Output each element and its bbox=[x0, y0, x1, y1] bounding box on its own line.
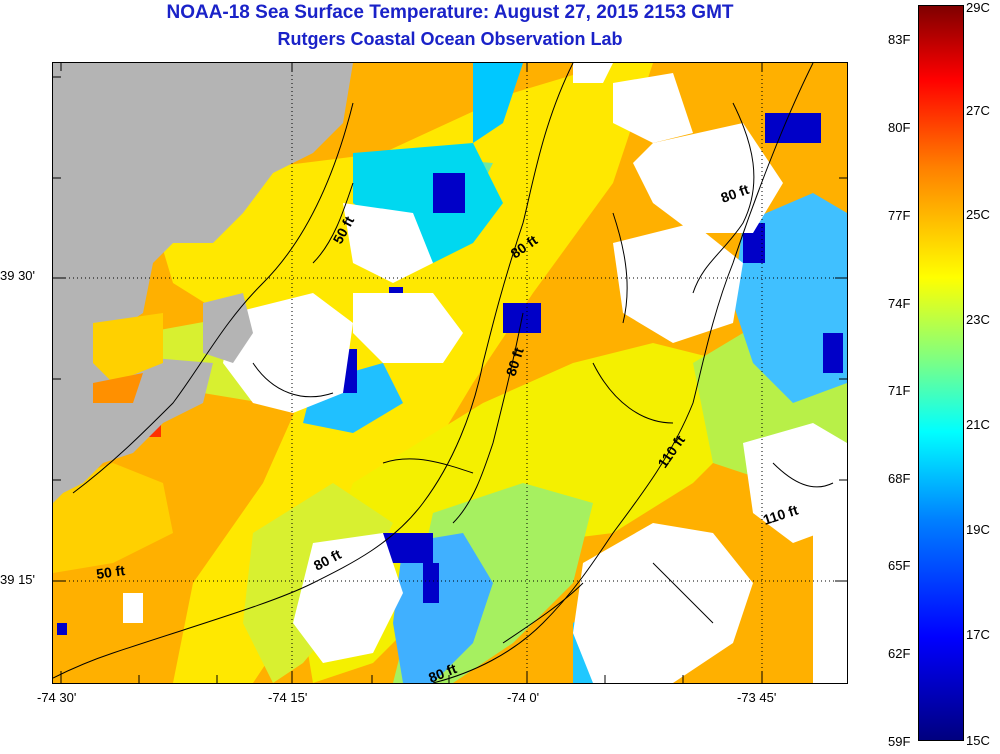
lat-tick-label: 39 30' bbox=[0, 268, 36, 283]
lat-tick-label: 39 15' bbox=[0, 572, 36, 587]
colorbar-c-label: 21C bbox=[966, 417, 990, 432]
colorbar-f-label: 83F bbox=[888, 32, 911, 47]
colorbar-c-label: 29C bbox=[966, 0, 990, 15]
colorbar-c-label: 23C bbox=[966, 312, 990, 327]
temperature-colorbar bbox=[918, 5, 964, 741]
colorbar-c-label: 25C bbox=[966, 207, 990, 222]
sst-map: 50 ft 80 ft 80 ft 80 ft 110 ft 110 ft 50… bbox=[52, 62, 848, 684]
graticule bbox=[53, 63, 847, 683]
depth-contours bbox=[53, 63, 834, 683]
no-data-areas bbox=[123, 63, 847, 683]
colorbar-f-label: 62F bbox=[888, 646, 911, 661]
lon-tick-label: -74 15' bbox=[268, 690, 308, 705]
colorbar-f-label: 80F bbox=[888, 120, 911, 135]
colorbar-c-label: 15C bbox=[966, 733, 990, 748]
contour-label: 50 ft bbox=[95, 562, 126, 582]
map-subtitle: Rutgers Coastal Ocean Observation Lab bbox=[277, 29, 623, 49]
map-title: NOAA-18 Sea Surface Temperature: August … bbox=[166, 2, 734, 23]
colorbar-c-label: 19C bbox=[966, 522, 990, 537]
colorbar-f-label: 74F bbox=[888, 296, 911, 311]
sst-map-canvas: 50 ft 80 ft 80 ft 80 ft 110 ft 110 ft 50… bbox=[53, 63, 847, 683]
lon-tick-label: -74 0' bbox=[507, 690, 540, 705]
colorbar-f-label: 65F bbox=[888, 558, 911, 573]
colorbar-f-label: 59F bbox=[888, 734, 911, 749]
colorbar-c-label: 17C bbox=[966, 627, 990, 642]
colorbar-f-label: 68F bbox=[888, 471, 911, 486]
colorbar-f-label: 71F bbox=[888, 383, 911, 398]
axis-ticks bbox=[53, 63, 847, 683]
colorbar-f-label: 77F bbox=[888, 208, 911, 223]
lon-tick-label: -73 45' bbox=[737, 690, 777, 705]
lon-tick-label: -74 30' bbox=[37, 690, 77, 705]
colorbar-c-label: 27C bbox=[966, 103, 990, 118]
land-mass bbox=[53, 63, 353, 503]
